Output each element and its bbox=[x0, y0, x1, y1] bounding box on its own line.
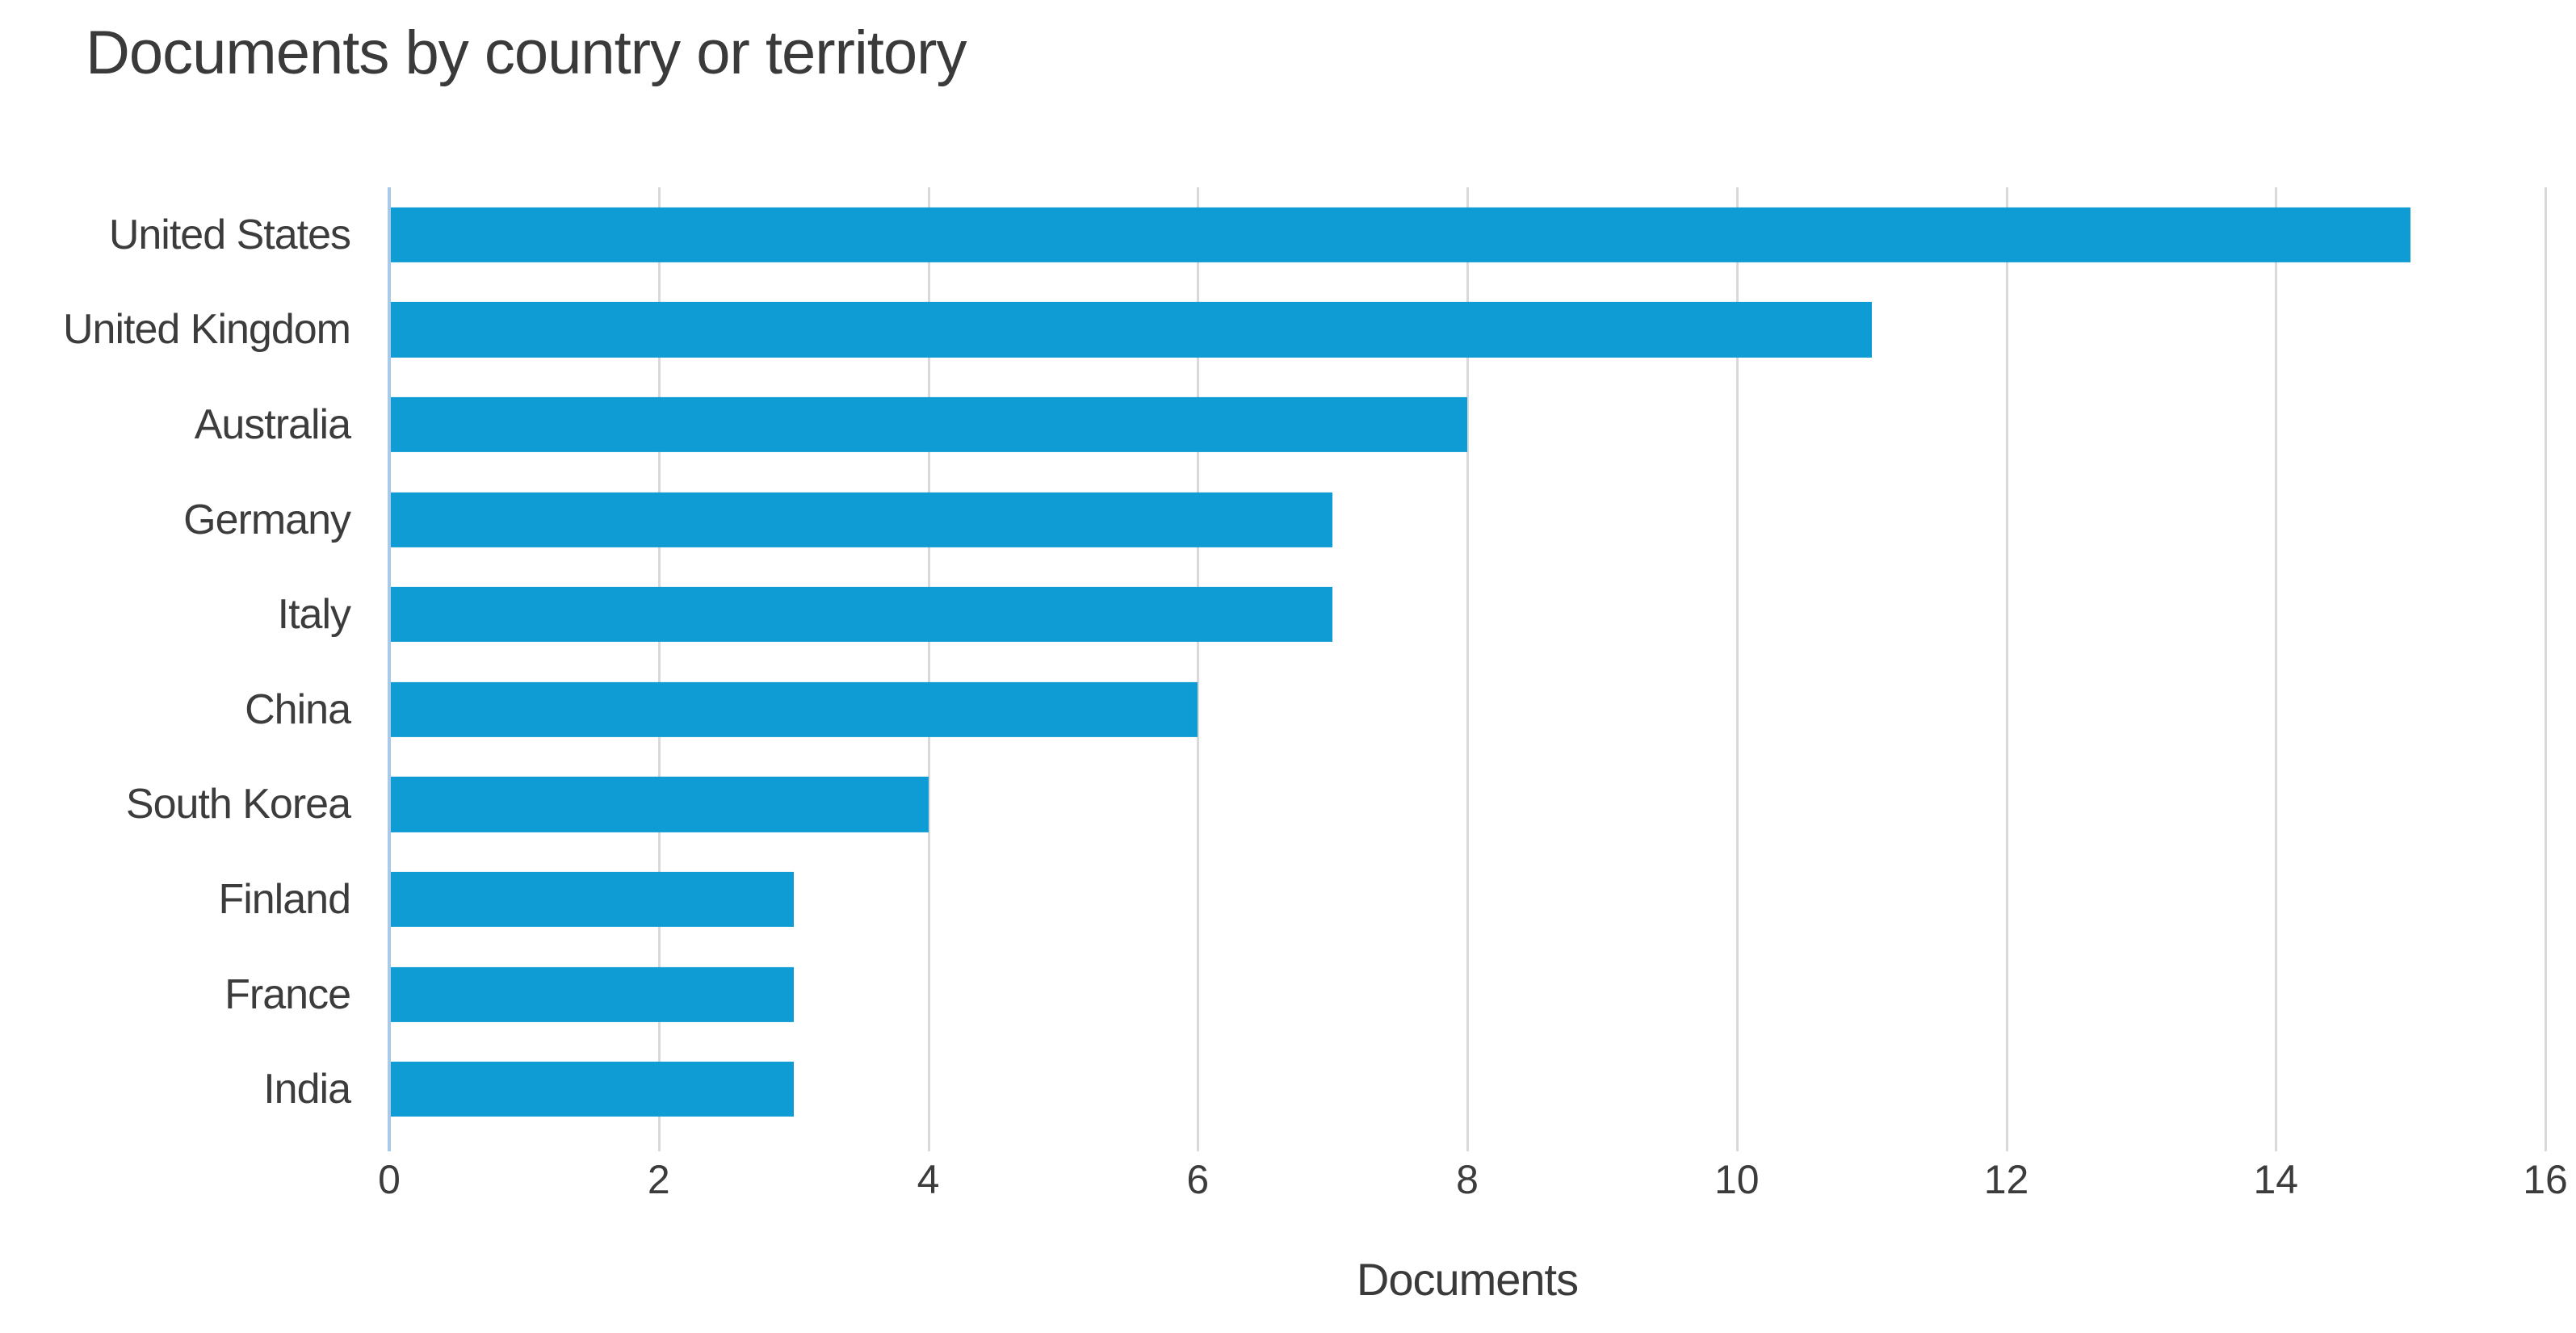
plot-area bbox=[388, 187, 2547, 1151]
gridline-x-12 bbox=[2005, 187, 2008, 1151]
x-tick-label-2: 2 bbox=[647, 1157, 670, 1202]
bar-united-states bbox=[389, 207, 2411, 262]
zero-axis-line bbox=[388, 187, 391, 1151]
gridline-x-16 bbox=[2545, 187, 2547, 1151]
x-axis-label: Documents bbox=[1356, 1254, 1579, 1305]
bar-row-united-states bbox=[389, 187, 2545, 283]
x-tick-label-10: 10 bbox=[1714, 1157, 1760, 1202]
category-label-united-kingdom: United Kingdom bbox=[63, 306, 351, 354]
category-label-australia: Australia bbox=[194, 401, 351, 448]
bar-row-italy bbox=[389, 567, 2545, 662]
bar-row-germany bbox=[389, 472, 2545, 568]
bar-italy bbox=[389, 587, 1333, 643]
bar-row-south-korea bbox=[389, 757, 2545, 853]
bar-row-australia bbox=[389, 377, 2545, 472]
category-label-france: France bbox=[224, 970, 351, 1018]
bar-row-united-kingdom bbox=[389, 283, 2545, 378]
x-tick-label-16: 16 bbox=[2523, 1157, 2568, 1202]
gridline-x-8 bbox=[1466, 187, 1469, 1151]
bar-south-korea bbox=[389, 777, 929, 832]
category-label-south-korea: South Korea bbox=[125, 781, 351, 828]
x-axis-ticks: 0 2 4 6 8 10 12 14 16 bbox=[378, 1156, 2568, 1213]
bar-india bbox=[389, 1062, 794, 1117]
category-label-italy: Italy bbox=[277, 591, 351, 639]
x-tick-label-6: 6 bbox=[1186, 1157, 1210, 1202]
bar-australia bbox=[389, 396, 1467, 453]
x-tick-label-8: 8 bbox=[1456, 1157, 1479, 1202]
category-label-china: China bbox=[245, 685, 351, 733]
bar-finland bbox=[389, 871, 794, 928]
bar-china bbox=[389, 681, 1198, 737]
bar-row-france bbox=[389, 947, 2545, 1042]
bar-united-kingdom bbox=[389, 302, 1872, 358]
bar-row-finland bbox=[389, 852, 2545, 947]
category-axis: United States United Kingdom Australia Germ… bbox=[0, 187, 389, 1137]
bar-germany bbox=[389, 492, 1333, 547]
category-label-finland: Finland bbox=[218, 876, 351, 923]
category-label-india: India bbox=[263, 1066, 351, 1113]
category-label-united-states: United States bbox=[108, 211, 351, 258]
gridline-x-6 bbox=[1197, 187, 1200, 1151]
x-tick-label-4: 4 bbox=[917, 1157, 940, 1202]
chart-title: Documents by country or territory bbox=[86, 19, 967, 87]
bar-france bbox=[389, 966, 794, 1022]
gridline-x-10 bbox=[1735, 187, 1739, 1151]
x-tick-label-12: 12 bbox=[1983, 1157, 2029, 1202]
category-label-germany: Germany bbox=[183, 496, 351, 543]
bar-row-india bbox=[389, 1042, 2545, 1137]
bar-row-china bbox=[389, 662, 2545, 757]
gridline-x-14 bbox=[2275, 187, 2278, 1151]
x-tick-label-0: 0 bbox=[378, 1157, 401, 1202]
x-tick-label-14: 14 bbox=[2253, 1157, 2299, 1202]
gridline-x-2 bbox=[657, 187, 661, 1151]
gridline-x-4 bbox=[927, 187, 930, 1151]
